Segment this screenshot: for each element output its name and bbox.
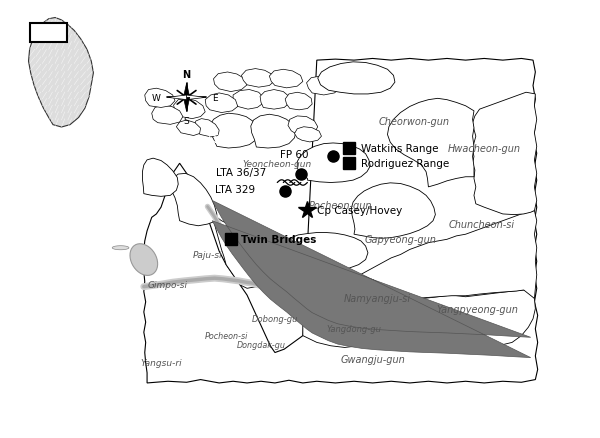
Text: Paju-si: Paju-si [193, 251, 223, 259]
Polygon shape [176, 121, 200, 136]
Polygon shape [29, 18, 94, 128]
Polygon shape [354, 211, 537, 300]
Polygon shape [473, 93, 537, 215]
Polygon shape [167, 96, 187, 100]
Polygon shape [233, 90, 263, 110]
Polygon shape [351, 184, 436, 239]
Text: Yeoncheon-gun: Yeoncheon-gun [242, 159, 312, 168]
Text: Hwacheon-gun: Hwacheon-gun [448, 144, 521, 154]
Polygon shape [215, 218, 312, 289]
Text: Yangsu-ri: Yangsu-ri [140, 358, 182, 367]
Polygon shape [288, 117, 318, 135]
Polygon shape [214, 73, 247, 92]
Text: Dongdak-gu: Dongdak-gu [236, 340, 286, 349]
Polygon shape [194, 119, 219, 138]
Polygon shape [145, 89, 175, 108]
Polygon shape [289, 233, 368, 273]
Text: E: E [212, 94, 218, 102]
Text: FP 60: FP 60 [280, 149, 308, 159]
Text: Gimpo-si: Gimpo-si [148, 281, 188, 290]
Polygon shape [318, 63, 395, 95]
Text: Gapyeong-gun: Gapyeong-gun [365, 235, 436, 245]
Polygon shape [388, 99, 474, 187]
Text: Watkins Range: Watkins Range [361, 144, 439, 154]
Text: Dobong-gu: Dobong-gu [252, 314, 298, 324]
Text: Cp Casey/Hovey: Cp Casey/Hovey [317, 205, 402, 215]
Polygon shape [142, 159, 178, 197]
Text: Namyangju-si: Namyangju-si [344, 294, 411, 304]
Text: Pocheon-gun: Pocheon-gun [308, 201, 372, 211]
Text: Cheorwon-gun: Cheorwon-gun [379, 117, 450, 127]
Text: Yangdong-gu: Yangdong-gu [326, 325, 382, 334]
Polygon shape [210, 114, 259, 148]
Polygon shape [303, 290, 535, 348]
Polygon shape [184, 84, 190, 98]
Text: DMZ: DMZ [200, 126, 224, 158]
Polygon shape [260, 90, 290, 110]
Polygon shape [212, 201, 531, 358]
Polygon shape [170, 174, 217, 226]
Polygon shape [205, 94, 238, 113]
Text: LTA 329: LTA 329 [215, 184, 256, 194]
Polygon shape [307, 77, 340, 96]
Polygon shape [187, 96, 206, 100]
Polygon shape [184, 98, 190, 112]
Polygon shape [269, 70, 303, 88]
Polygon shape [285, 93, 312, 110]
Polygon shape [152, 106, 183, 125]
Text: Chuncheon-si: Chuncheon-si [449, 219, 515, 230]
Polygon shape [241, 69, 275, 88]
Text: Twin Bridges: Twin Bridges [241, 235, 317, 245]
Polygon shape [130, 244, 158, 276]
Polygon shape [173, 99, 205, 119]
Text: N: N [182, 70, 191, 80]
Text: Yangpyeong-gun: Yangpyeong-gun [436, 304, 518, 314]
Bar [29, 25, 67, 43]
Polygon shape [297, 144, 370, 183]
Polygon shape [295, 127, 322, 143]
Polygon shape [112, 246, 129, 250]
Polygon shape [251, 115, 296, 148]
Text: Gwangju-gun: Gwangju-gun [340, 354, 405, 364]
Text: W: W [152, 94, 161, 102]
Text: S: S [184, 117, 190, 126]
Text: LTA 36/37: LTA 36/37 [217, 167, 266, 177]
Polygon shape [144, 59, 538, 383]
Text: Rodriguez Range: Rodriguez Range [361, 159, 449, 169]
Text: Pocheon-si: Pocheon-si [205, 332, 248, 340]
